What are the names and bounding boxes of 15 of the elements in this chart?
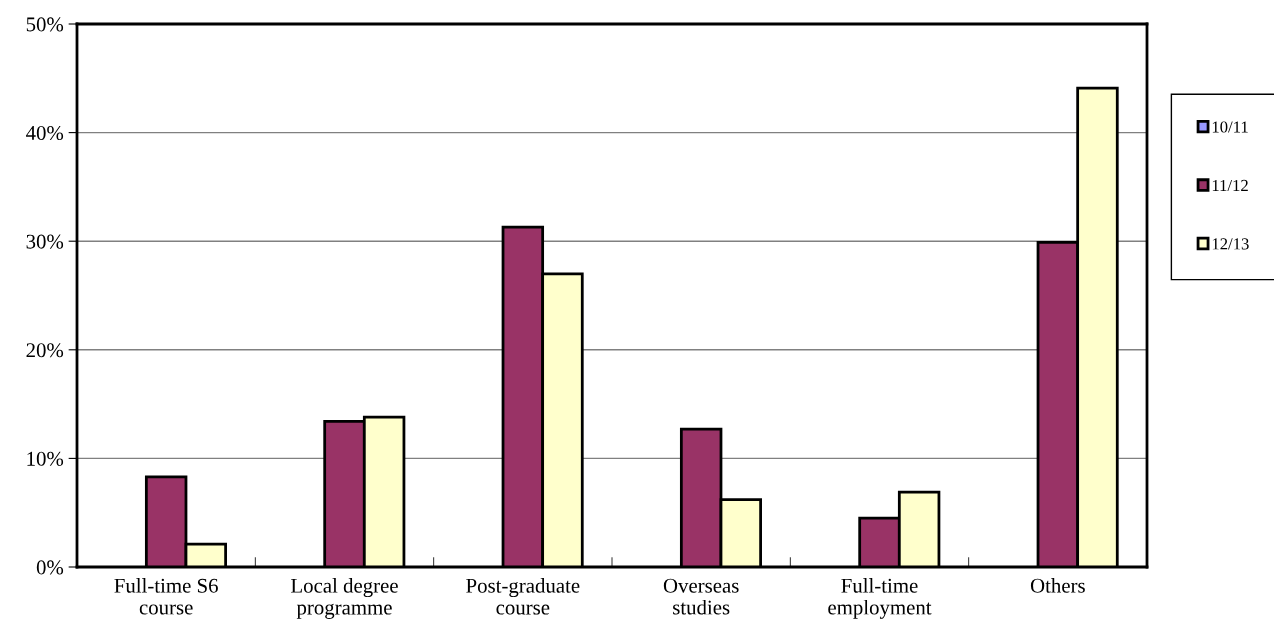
y-tick-label: 0% xyxy=(36,560,64,575)
x-tick-label: Full-time employment xyxy=(828,578,932,619)
x-tick-label: Full-time S6 course xyxy=(114,578,218,615)
y-tick-label: 20% xyxy=(26,343,64,358)
x-tick-label: Overseas studies xyxy=(663,578,739,615)
x-tick-label: Post-graduate course xyxy=(466,578,580,615)
legend-label: 12/13 xyxy=(1212,238,1249,250)
legend-label: 10/11 xyxy=(1212,121,1248,133)
x-tick-label: Local degree programme xyxy=(291,578,398,619)
x-tick-label: Others xyxy=(1030,578,1085,593)
y-tick-label: 50% xyxy=(26,17,64,32)
y-tick-label: 30% xyxy=(26,234,64,249)
y-tick-label: 40% xyxy=(26,125,64,141)
legend-label: 11/12 xyxy=(1212,179,1248,192)
y-tick-label: 10% xyxy=(27,451,64,466)
